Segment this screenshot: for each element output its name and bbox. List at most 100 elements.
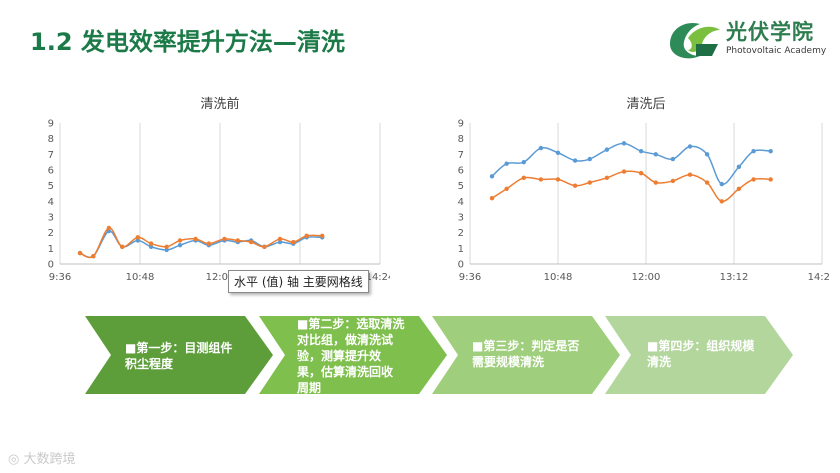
step-4-line-1: ■第四步：组织规模 [647, 339, 755, 353]
x-tick-label: 13:12 [720, 272, 749, 283]
series-line [491, 170, 771, 203]
data-point [135, 238, 140, 243]
y-tick-label: 0 [458, 260, 464, 271]
y-tick-label: 9 [48, 119, 54, 130]
data-point [555, 177, 561, 182]
watermark-text: 大数跨境 [23, 452, 76, 467]
data-point [687, 172, 693, 177]
x-tick-label: 9:36 [49, 272, 71, 283]
step-3-line-1: ■第三步：判定是否 [472, 339, 580, 353]
step-2-line-3: 验，测算提升效 [297, 349, 382, 363]
data-point [638, 170, 644, 176]
step-3: ■第三步：判定是否 需要规模清洗 [432, 316, 622, 394]
watermark: ◎ 大数跨境 [8, 448, 76, 467]
data-point [670, 178, 676, 184]
y-tick-label: 2 [48, 228, 54, 239]
data-point [719, 199, 724, 204]
y-tick-label: 4 [458, 197, 464, 208]
data-point [768, 149, 773, 154]
data-point [587, 180, 592, 185]
data-point [489, 196, 495, 201]
step-1-line-2: 积尘程度 [125, 357, 174, 371]
y-tick-label: 8 [48, 134, 54, 145]
chart-after: 清洗后 9:36 10:48 12:00 13:12 14:24 0 1 2 3 4 5 6 7 8 9 [450, 95, 837, 294]
step-2-line-2: 对比组，做清洗试 [297, 333, 394, 347]
chart-after-svg: 清洗后 9:36 10:48 12:00 13:12 14:24 0 1 2 3 4 5 6 7 8 9 [458, 97, 837, 283]
data-point [572, 158, 578, 163]
x-tick-label: 10:48 [126, 272, 155, 283]
data-point [538, 145, 544, 151]
step-4: ■第四步：组织规模 清洗 [605, 316, 795, 394]
step-4-line-2: 清洗 [647, 355, 672, 369]
gridline-tooltip: 水平 (值) 轴 主要网格线 [228, 270, 369, 293]
logo: 光伏学院 Photovoltaic Academy [666, 16, 836, 62]
data-point [262, 244, 267, 249]
data-point [653, 180, 658, 185]
y-tick-label: 1 [48, 244, 54, 255]
data-point [653, 152, 658, 157]
data-point [704, 180, 710, 185]
data-point [670, 156, 676, 162]
data-point [277, 236, 283, 242]
step-2-line-1: ■第二步：选取清洗 [297, 317, 405, 331]
data-point [106, 225, 112, 231]
data-point [521, 175, 526, 181]
step-2-line-4: 果，估算清洗回收 [297, 365, 394, 379]
x-tick-label: 14:24 [808, 272, 830, 283]
x-tick-label: 10:48 [544, 272, 573, 283]
y-tick-label: 6 [48, 166, 54, 177]
y-tick-label: 3 [48, 213, 54, 224]
data-point [736, 186, 742, 191]
y-tick-label: 7 [48, 150, 54, 161]
y-tick-label: 6 [458, 166, 464, 177]
data-point [555, 150, 561, 155]
data-point [521, 159, 526, 165]
data-point [621, 141, 627, 146]
data-point [604, 147, 610, 152]
x-tick-label: 14:24 [366, 272, 390, 283]
data-point [120, 244, 125, 249]
data-point [177, 238, 183, 243]
step-3-line-2: 需要规模清洗 [472, 355, 545, 369]
data-point [235, 238, 240, 243]
data-point [106, 228, 112, 234]
chart-title: 清洗后 [626, 97, 665, 112]
data-point [687, 144, 693, 149]
data-point [604, 175, 610, 181]
data-point [704, 152, 710, 157]
data-point [222, 236, 227, 242]
data-point [489, 174, 495, 179]
y-tick-label: 7 [458, 150, 464, 161]
data-point [304, 233, 309, 238]
leaf-logo-icon [670, 22, 720, 59]
data-point [751, 149, 756, 154]
series-line [79, 230, 323, 259]
step-1-line-1: ■第一步：目测组件 [125, 341, 233, 355]
data-point [77, 250, 83, 256]
data-point [164, 247, 169, 253]
data-point [572, 183, 578, 188]
slide-title: 1.2 发电效率提升方法—清洗 [30, 28, 345, 56]
y-tick-label: 9 [458, 119, 464, 130]
y-tick-label: 4 [48, 197, 54, 208]
y-tick-label: 3 [458, 213, 464, 224]
x-tick-label: 12:00 [206, 272, 235, 283]
data-point [320, 233, 325, 238]
data-point [248, 239, 254, 245]
x-tick-label: 12:00 [632, 272, 661, 283]
data-point [193, 236, 198, 242]
y-tick-label: 0 [48, 260, 54, 271]
data-point [768, 177, 773, 182]
data-point [587, 156, 592, 162]
y-tick-label: 1 [458, 244, 464, 255]
process-steps: ■第一步：目测组件 积尘程度 ■第二步：选取清洗 对比组，做清洗试 验，测算提升… [85, 316, 795, 395]
step-1: ■第一步：目测组件 积尘程度 [85, 316, 275, 394]
data-point [638, 149, 644, 154]
data-point [291, 239, 296, 245]
data-point [736, 164, 742, 170]
logo-text-cn: 光伏学院 [726, 20, 814, 44]
data-point [164, 244, 169, 249]
data-point [538, 177, 544, 182]
